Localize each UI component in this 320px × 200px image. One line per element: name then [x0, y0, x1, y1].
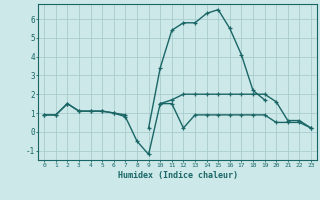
- X-axis label: Humidex (Indice chaleur): Humidex (Indice chaleur): [118, 171, 238, 180]
